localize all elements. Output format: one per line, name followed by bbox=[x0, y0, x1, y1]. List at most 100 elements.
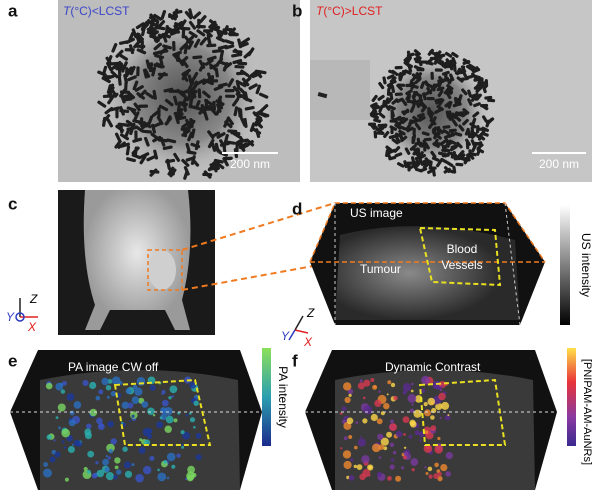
nanorod bbox=[231, 97, 240, 107]
nanorod bbox=[243, 117, 248, 128]
colorbar-label: [PNIPAM-AM-AuNRs] bbox=[581, 359, 593, 465]
nanorod bbox=[225, 140, 236, 145]
nanorod bbox=[161, 33, 171, 39]
signal-spot bbox=[86, 423, 92, 430]
nanorod bbox=[388, 155, 397, 161]
nanorod bbox=[206, 55, 217, 62]
nanorod bbox=[484, 95, 493, 100]
nanorod bbox=[145, 91, 155, 100]
nanorod bbox=[154, 20, 160, 30]
signal-spot bbox=[390, 419, 394, 424]
nanorod bbox=[437, 53, 446, 58]
nanorod bbox=[232, 58, 243, 65]
nanorod bbox=[134, 85, 144, 92]
signal-spot bbox=[68, 419, 76, 427]
nanorod bbox=[435, 159, 443, 168]
signal-spot bbox=[181, 445, 185, 449]
signal-spot bbox=[428, 474, 433, 479]
nanorod bbox=[219, 49, 225, 60]
signal-spot bbox=[124, 470, 133, 478]
signal-spot bbox=[169, 385, 178, 394]
nanorod bbox=[139, 155, 147, 165]
region-label: Blood bbox=[447, 242, 478, 256]
nanorod bbox=[456, 141, 463, 149]
nanorod bbox=[416, 66, 425, 71]
signal-spot bbox=[165, 415, 174, 424]
nanorod bbox=[173, 95, 179, 106]
signal-spot bbox=[49, 456, 56, 463]
nanorod bbox=[416, 113, 425, 118]
signal-spot bbox=[82, 380, 89, 386]
nanorod bbox=[428, 166, 437, 170]
signal-spot bbox=[376, 418, 383, 425]
signal-spot bbox=[157, 468, 160, 472]
nanorod bbox=[194, 79, 205, 86]
nanorod bbox=[442, 125, 451, 129]
nanorod bbox=[152, 89, 157, 100]
nanorod bbox=[317, 92, 328, 99]
signal-spot bbox=[69, 410, 75, 416]
signal-spot bbox=[129, 420, 132, 423]
nanorod bbox=[118, 53, 129, 61]
signal-spot bbox=[363, 405, 373, 415]
nanorod bbox=[469, 122, 477, 129]
signal-spot bbox=[362, 418, 368, 424]
nanorod bbox=[125, 66, 133, 76]
nanorod bbox=[470, 139, 476, 147]
nanorod bbox=[133, 146, 138, 157]
signal-spot bbox=[121, 421, 124, 424]
nanorod bbox=[227, 78, 235, 88]
nanorod bbox=[157, 71, 167, 81]
roi bbox=[147, 249, 183, 291]
signal-spot bbox=[430, 425, 437, 431]
nanorod bbox=[181, 72, 189, 82]
nanorod bbox=[408, 119, 416, 126]
signal-spot bbox=[83, 466, 88, 472]
signal-spot bbox=[66, 393, 75, 401]
nanorod bbox=[125, 122, 136, 127]
signal-spot bbox=[343, 436, 348, 441]
nanorod bbox=[182, 125, 192, 132]
nanorod bbox=[424, 157, 432, 165]
signal-spot bbox=[370, 413, 378, 422]
nanorod bbox=[242, 96, 253, 103]
nanorod bbox=[158, 49, 169, 54]
nanorod bbox=[378, 112, 386, 119]
nanorod bbox=[209, 63, 219, 70]
nanorod bbox=[449, 73, 455, 82]
nanorod bbox=[198, 15, 207, 24]
nanorod bbox=[398, 125, 407, 131]
signal-spot bbox=[433, 473, 439, 479]
signal-spot bbox=[131, 414, 135, 418]
nanorod bbox=[476, 147, 485, 154]
nanorod bbox=[456, 76, 464, 83]
nanorod bbox=[419, 81, 426, 89]
nanorod bbox=[172, 40, 176, 51]
signal-spot bbox=[116, 469, 122, 475]
nanorod bbox=[462, 108, 470, 115]
nanorod bbox=[412, 115, 420, 123]
nanorod bbox=[445, 161, 454, 167]
signal-spot bbox=[389, 442, 395, 447]
nanorod bbox=[233, 106, 239, 117]
panel-label: d bbox=[292, 199, 302, 218]
nanorod bbox=[196, 29, 206, 37]
signal-spot bbox=[359, 435, 362, 438]
signal-spot bbox=[171, 395, 174, 398]
signal-spot bbox=[54, 451, 61, 458]
signal-spot bbox=[386, 393, 389, 396]
axis-label: Y bbox=[6, 310, 15, 324]
nanorod bbox=[413, 49, 421, 56]
signal-spot bbox=[383, 402, 390, 410]
signal-spot bbox=[392, 450, 397, 455]
nanorod bbox=[111, 43, 118, 53]
nanorod bbox=[136, 66, 140, 77]
nanorod bbox=[405, 123, 412, 131]
nanorod bbox=[432, 142, 440, 149]
mouse bbox=[83, 190, 191, 330]
nanorod bbox=[389, 91, 394, 100]
nanorod bbox=[371, 94, 378, 103]
nanorod bbox=[213, 85, 224, 91]
nanorod bbox=[471, 72, 478, 80]
nanorod bbox=[418, 153, 427, 160]
